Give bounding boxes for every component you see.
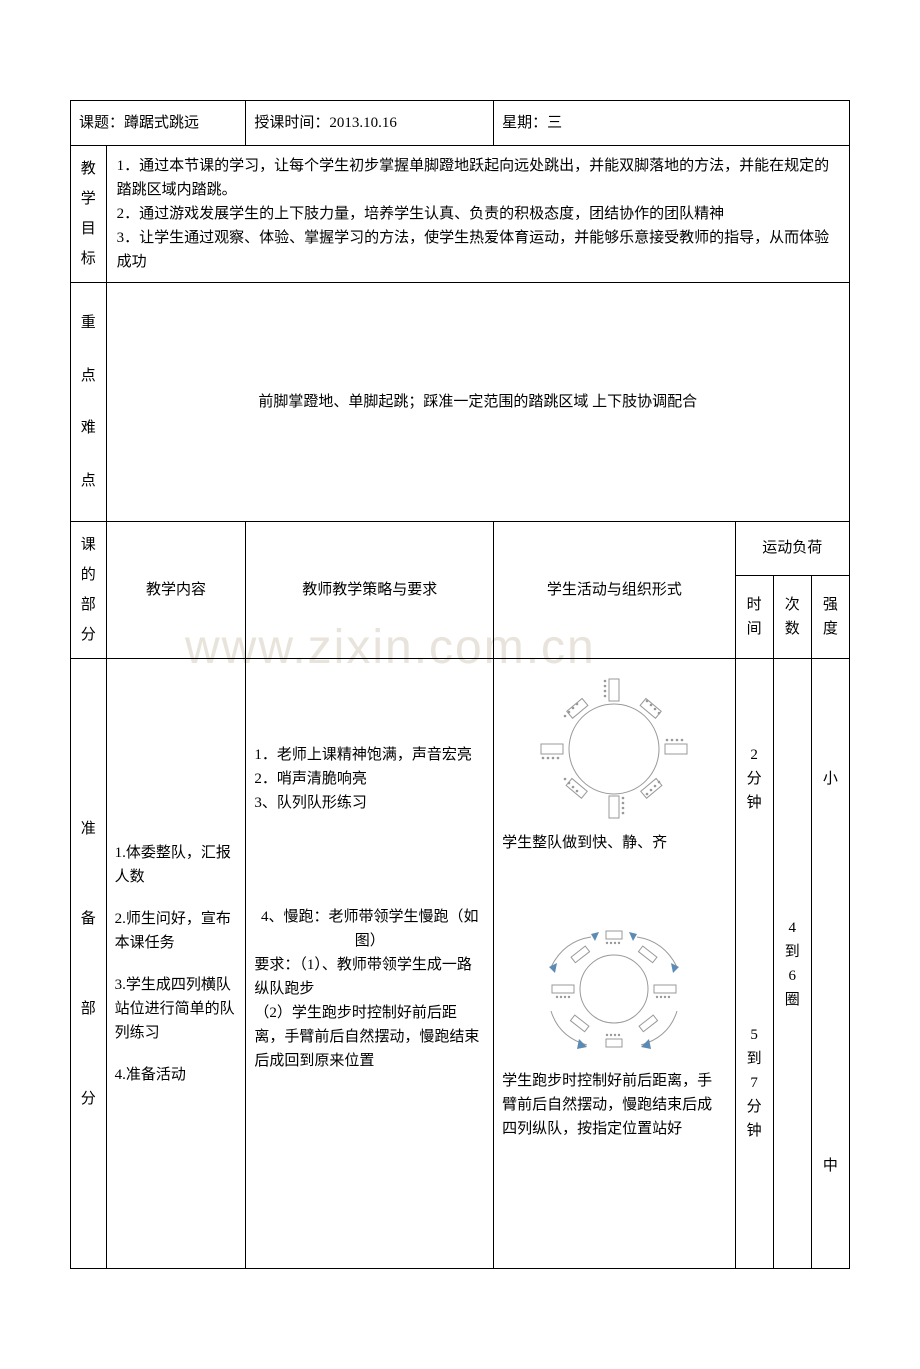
weekday-label: 星期： [502, 115, 547, 131]
prep-c4: 4.准备活动 [115, 1063, 238, 1087]
goals-label: 教 学 目 标 [71, 146, 107, 283]
col-activity: 学生活动与组织形式 [494, 522, 735, 659]
keypoints-content: 前脚掌蹬地、单脚起跳；踩准一定范围的踏跳区域 上下肢协调配合 [106, 283, 849, 522]
topic: 蹲踞式跳远 [124, 115, 199, 131]
prep-c3: 3.学生成四列横队站位进行简单的队列练习 [115, 973, 238, 1045]
prep-a2: 学生跑步时控制好前后距离，手臂前后自然摆动，慢跑结束后成四列纵队，按指定位置站好 [502, 1069, 726, 1141]
prep-activity-1: 学生整队做到快、静、齐 [494, 659, 735, 899]
prep-time-1: 2 分 钟 [735, 659, 773, 899]
formation-diagram [529, 671, 699, 821]
prep-activity-2: 学生跑步时控制好前后距离，手臂前后自然摆动，慢跑结束后成四列纵队，按指定位置站好 [494, 899, 735, 1269]
keypoints-row: 重 点 难 点 前脚掌蹬地、单脚起跳；踩准一定范围的踏跳区域 上下肢协调配合 [71, 283, 850, 522]
prep-intensity-1: 小 [811, 659, 849, 899]
prep-s3: 3、队列队形练习 [254, 791, 485, 815]
prep-c2: 2.师生问好，宣布本课任务 [115, 907, 238, 955]
col-content: 教学内容 [106, 522, 246, 659]
prep-strategy-2: 4、慢跑：老师带领学生慢跑（如图） 要求：（1）、教师带领学生成一路纵队跑步 （… [246, 899, 494, 1269]
prep-a1: 学生整队做到快、静、齐 [502, 831, 726, 855]
goal-1: 1．通过本节课的学习，让每个学生初步掌握单脚蹬地跃起向远处跳出，并能双脚落地的方… [117, 154, 839, 202]
col-count: 次 数 [773, 575, 811, 658]
parts-label: 课 的 部 分 [71, 522, 107, 659]
column-header-row-1: 课 的 部 分 教学内容 教师教学策略与要求 学生活动与组织形式 运动负荷 [71, 522, 850, 576]
col-strategy: 教师教学策略与要求 [246, 522, 494, 659]
col-intensity: 强 度 [811, 575, 849, 658]
prep-intensity-2: 中 [811, 899, 849, 1269]
time-value: 2013.10.16 [329, 115, 397, 131]
prep-s2: 2．哨声清脆响亮 [254, 767, 485, 791]
running-diagram [529, 919, 699, 1059]
prep-strategy-1: 1．老师上课精神饱满，声音宏亮 2．哨声清脆响亮 3、队列队形练习 [246, 659, 494, 899]
prep-time-2: 5 到 7 分 钟 [735, 899, 773, 1269]
weekday-value: 三 [547, 115, 562, 131]
topic-cell: 课题：蹲踞式跳远 [71, 101, 246, 146]
time-cell: 授课时间：2013.10.16 [246, 101, 494, 146]
prep-s1: 1．老师上课精神饱满，声音宏亮 [254, 743, 485, 767]
col-time: 时 间 [735, 575, 773, 658]
topic-label: 课题： [79, 115, 124, 131]
lesson-plan-table: 课题：蹲踞式跳远 授课时间：2013.10.16 星期：三 教 学 目 标 1．… [70, 100, 850, 1269]
prep-label: 准 备 部 分 [71, 659, 107, 1269]
header-row: 课题：蹲踞式跳远 授课时间：2013.10.16 星期：三 [71, 101, 850, 146]
time-label: 授课时间： [254, 115, 329, 131]
weekday-cell: 星期：三 [494, 101, 850, 146]
goals-row: 教 学 目 标 1．通过本节课的学习，让每个学生初步掌握单脚蹬地跃起向远处跳出，… [71, 146, 850, 283]
goal-2: 2．通过游戏发展学生的上下肢力量，培养学生认真、负责的积极态度，团结协作的团队精… [117, 202, 839, 226]
prep-s4: 4、慢跑：老师带领学生慢跑（如图） [254, 905, 485, 953]
goal-3: 3．让学生通过观察、体验、掌握学习的方法，使学生热爱体育运动，并能够乐意接受教师… [117, 226, 839, 274]
prep-s4a: 要求：（1）、教师带领学生成一路纵队跑步 [254, 953, 485, 1001]
prep-count: 4 到 6 圈 [773, 659, 811, 1269]
col-load: 运动负荷 [735, 522, 849, 576]
goals-content: 1．通过本节课的学习，让每个学生初步掌握单脚蹬地跃起向远处跳出，并能双脚落地的方… [106, 146, 849, 283]
prep-content: 1.体委整队，汇报人数 2.师生问好，宣布本课任务 3.学生成四列横队站位进行简… [106, 659, 246, 1269]
keypoints-label: 重 点 难 点 [71, 283, 107, 522]
prep-row-1: 准 备 部 分 1.体委整队，汇报人数 2.师生问好，宣布本课任务 3.学生成四… [71, 659, 850, 899]
prep-c1: 1.体委整队，汇报人数 [115, 841, 238, 889]
prep-s4b: （2）学生跑步时控制好前后距离，手臂前后自然摆动，慢跑结束后成回到原来位置 [254, 1001, 485, 1073]
